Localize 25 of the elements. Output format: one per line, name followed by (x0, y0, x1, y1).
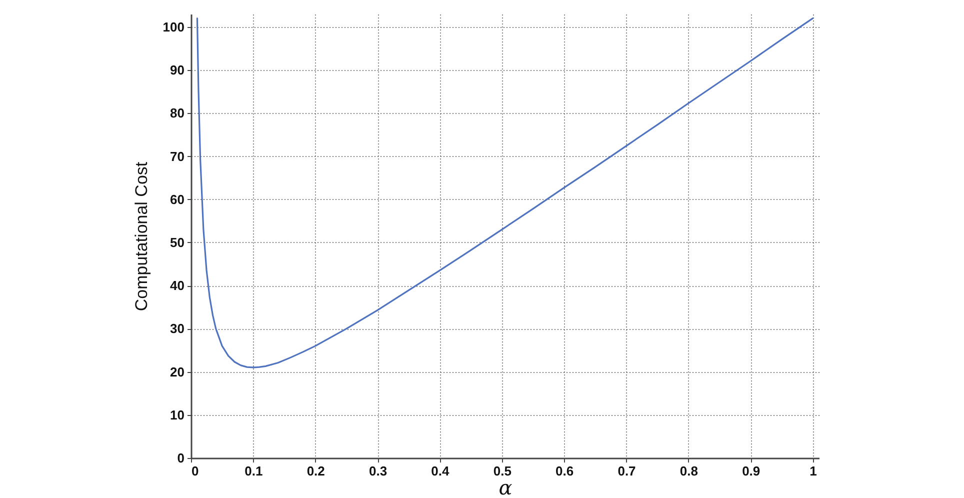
x-tick-label: 0.4 (431, 464, 450, 478)
y-axis-title: Computational Cost (132, 162, 151, 312)
y-tick-label: 90 (170, 62, 184, 78)
y-tick-label: 60 (170, 192, 184, 207)
x-tick-label: 0.6 (556, 464, 574, 478)
x-axis-title: α (498, 476, 513, 498)
x-tick-label: 1 (810, 464, 817, 478)
y-tick-label: 20 (170, 364, 184, 380)
line-series (196, 18, 814, 368)
x-tick-label: 0.9 (742, 464, 760, 478)
y-tick-label: 0 (177, 450, 184, 466)
y-tick-label: 50 (170, 234, 184, 250)
y-tick-label: 70 (170, 148, 184, 164)
y-tick-label: 100 (162, 19, 184, 34)
y-tick-label: 10 (170, 407, 184, 422)
x-tick-label: 0.8 (680, 464, 698, 478)
y-tick-label: 40 (170, 278, 184, 294)
x-tick-label: 0.7 (618, 464, 636, 478)
x-tick-label: 0.3 (368, 464, 388, 478)
y-tick-label: 80 (170, 106, 184, 121)
x-tick-label: 0.2 (306, 464, 325, 478)
y-tick-label: 30 (170, 321, 184, 336)
x-tick-label: 0.1 (244, 464, 263, 478)
x-tick-label: 0 (192, 464, 199, 478)
x-tick-label: 0.5 (493, 464, 512, 478)
